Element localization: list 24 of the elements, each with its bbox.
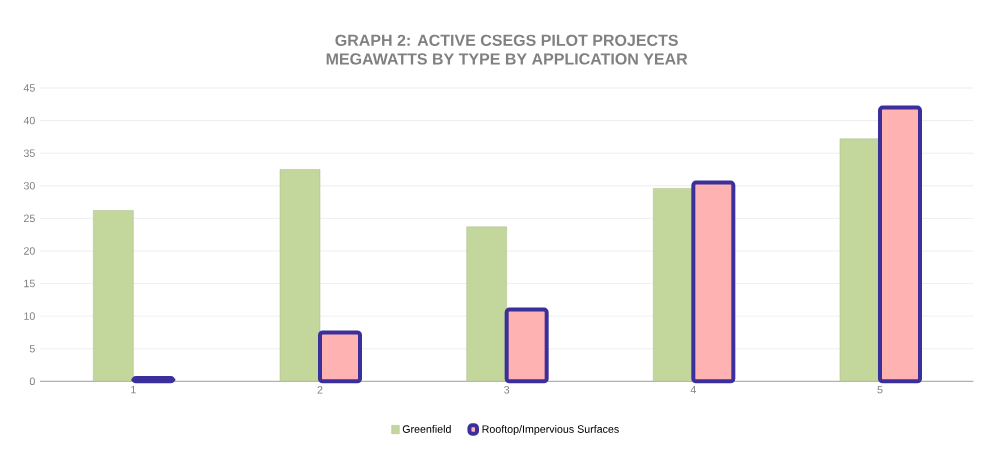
x-tick-label: 2 [317, 386, 323, 394]
y-tick-label: 25 [23, 214, 35, 223]
y-tick-label: 30 [23, 182, 35, 190]
y-tick-label: 15 [24, 279, 35, 288]
y-tick-label: 45 [23, 84, 35, 92]
bar [93, 210, 134, 382]
chart-subtitle: MEGAWATTS BY TYPE BY APPLICATION YEAR [326, 53, 688, 65]
x-tick-label: 4 [690, 386, 696, 394]
x-tick-label: 3 [504, 386, 510, 394]
bar [653, 188, 694, 382]
x-tick-label: 1 [131, 386, 136, 394]
x-tick-label: 5 [877, 386, 883, 394]
legend-label: Rooftop/Impervious Surfaces [482, 425, 619, 435]
chart-title: GRAPH 2: ACTIVE CSEGS PILOT PROJECTS [335, 34, 678, 46]
bar [279, 169, 321, 382]
y-tick-label: 10 [24, 312, 35, 320]
y-tick-label: 0 [29, 377, 35, 386]
y-tick-label: 35 [23, 149, 35, 157]
bar [839, 138, 881, 382]
y-tick-label: 5 [29, 345, 35, 353]
y-tick-label: 20 [23, 247, 35, 255]
bar [466, 226, 507, 382]
legend-label: Greenfield [402, 425, 451, 433]
y-tick-label: 40 [23, 116, 35, 125]
